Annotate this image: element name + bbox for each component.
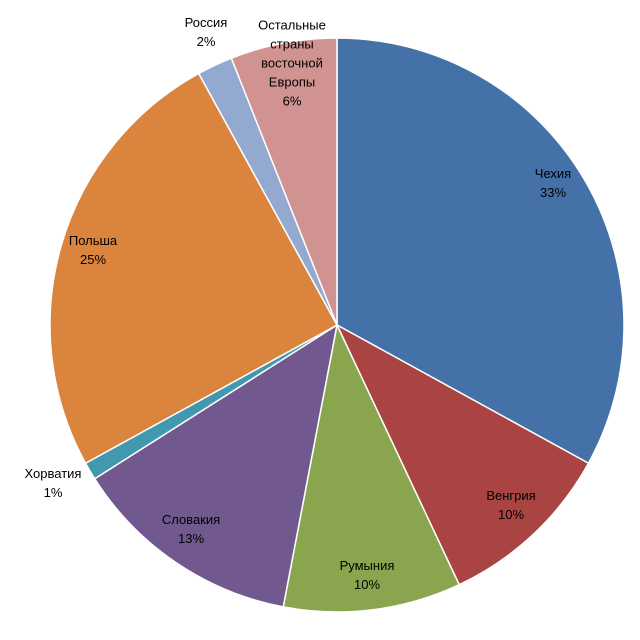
slice-name: восточной: [261, 55, 323, 70]
slice-name: Чехия: [535, 166, 571, 181]
slice-name: Румыния: [340, 558, 395, 573]
slice-label: Россия 2%: [185, 15, 228, 49]
slice-label: Хорватия 1%: [25, 466, 82, 500]
slice-percent: 1%: [44, 485, 63, 500]
slice-percent: 13%: [178, 531, 204, 546]
slice-percent: 25%: [80, 252, 106, 267]
pie-slice: [93, 323, 339, 608]
slice-label: Польша 25%: [69, 233, 118, 267]
slice-label: Словакия 13%: [162, 512, 220, 546]
pie-slices: [49, 37, 625, 613]
pie-slice: [336, 37, 625, 465]
pie-slice: [335, 323, 590, 586]
slice-name: страны: [270, 36, 313, 51]
pie-slice: [230, 37, 338, 326]
slice-labels: Чехия 33% Венгрия 10% Румыния 10% Словакия 13% Х…: [25, 15, 572, 592]
slice-label: Чехия 33%: [535, 166, 571, 200]
slice-label: Румыния 10%: [340, 558, 395, 592]
slice-name: Остальные: [258, 17, 326, 32]
slice-name: Россия: [185, 15, 228, 30]
slice-percent: 33%: [540, 185, 566, 200]
slice-name: Венгрия: [486, 488, 535, 503]
slice-label: Остальные страны восточной Европы 6%: [258, 17, 326, 108]
slice-percent: 6%: [283, 93, 302, 108]
slice-label: Венгрия 10%: [486, 488, 535, 522]
slice-name: Польша: [69, 233, 118, 248]
pie-slice: [282, 322, 461, 613]
slice-name: Хорватия: [25, 466, 82, 481]
slice-percent: 2%: [197, 34, 216, 49]
pie-slice: [49, 72, 339, 465]
slice-percent: 10%: [354, 577, 380, 592]
slice-name: Словакия: [162, 512, 220, 527]
slice-percent: 10%: [498, 507, 524, 522]
slice-name: Европы: [269, 74, 315, 89]
